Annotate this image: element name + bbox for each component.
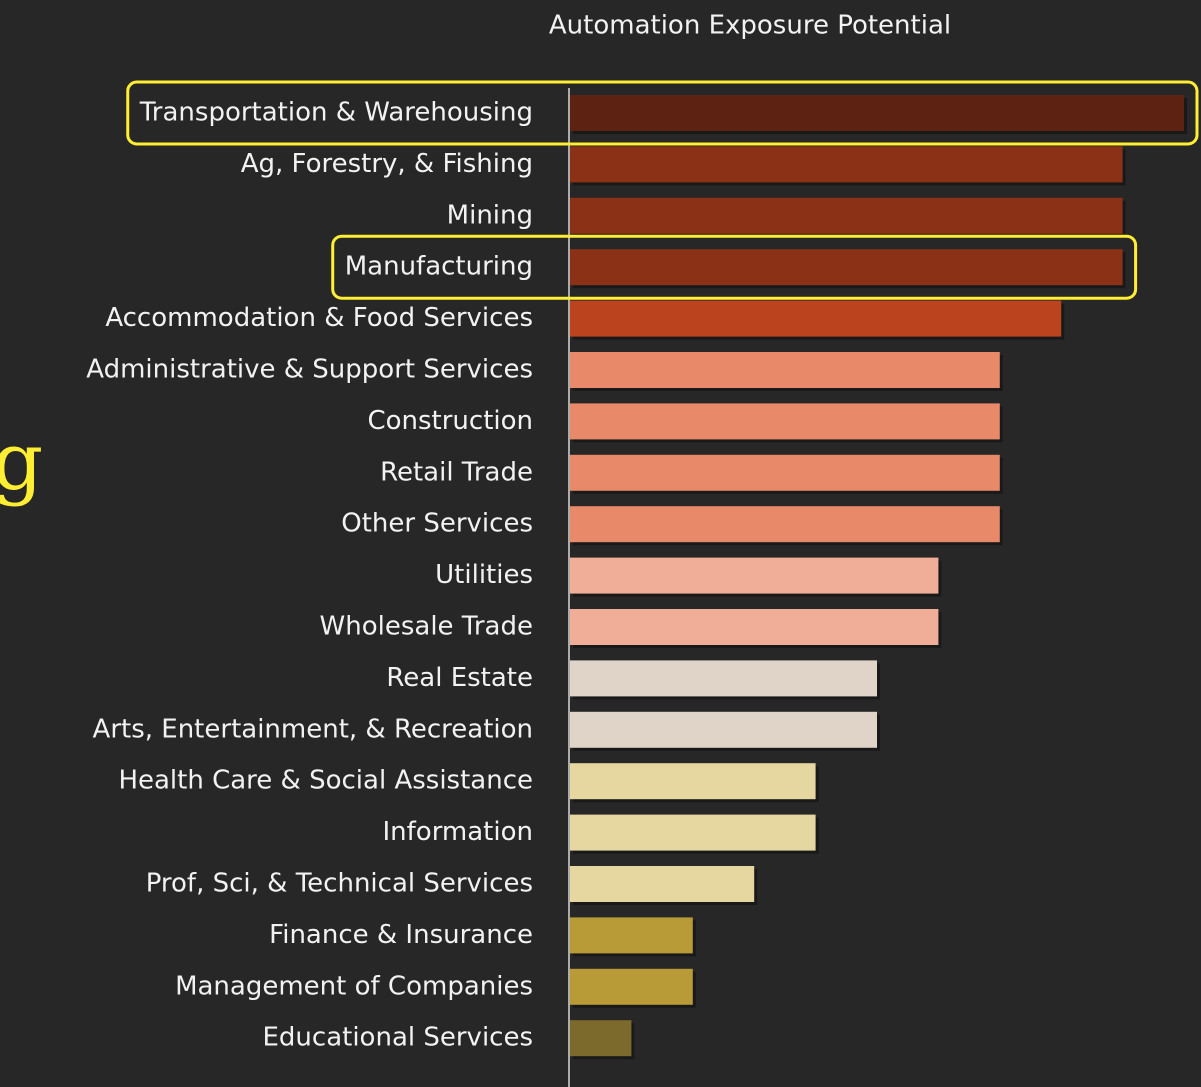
bar	[570, 454, 1000, 491]
bar	[570, 557, 939, 594]
category-label: Real Estate	[386, 663, 533, 693]
category-label: Information	[382, 817, 533, 847]
category-label: Mining	[447, 200, 533, 230]
bar	[570, 609, 939, 645]
bar	[570, 506, 1000, 543]
category-label: Prof, Sci, & Technical Services	[146, 869, 533, 899]
category-label: Ag, Forestry, & Fishing	[241, 149, 533, 179]
category-label: Finance & Insurance	[269, 920, 533, 950]
category-label: Health Care & Social Assistance	[118, 766, 533, 796]
bar	[570, 197, 1123, 234]
category-label: Administrative & Support Services	[86, 355, 533, 385]
side-text: g	[0, 415, 43, 508]
bar	[570, 711, 877, 748]
category-label: Transportation & Warehousing	[139, 98, 533, 128]
category-label: Manufacturing	[345, 252, 533, 282]
bar	[570, 763, 816, 800]
category-label: Other Services	[341, 509, 533, 539]
bar	[570, 95, 1184, 131]
bar	[570, 866, 755, 902]
bar	[570, 352, 1000, 388]
chart-title: Automation Exposure Potential	[549, 11, 951, 41]
highlight-box	[331, 234, 1138, 300]
category-label: Educational Services	[263, 1023, 534, 1053]
bar	[570, 814, 816, 851]
category-label: Wholesale Trade	[320, 612, 533, 642]
bar	[570, 968, 693, 1005]
category-label: Construction	[367, 406, 533, 436]
category-label: Retail Trade	[380, 457, 533, 487]
category-label: Utilities	[435, 560, 533, 590]
bar	[570, 1020, 632, 1057]
bar	[570, 403, 1000, 440]
bar	[570, 146, 1123, 183]
highlight-box	[126, 80, 1199, 146]
bar	[570, 300, 1062, 337]
category-label: Arts, Entertainment, & Recreation	[93, 714, 533, 744]
bar	[570, 249, 1123, 286]
category-label: Accommodation & Food Services	[105, 303, 533, 333]
category-label: Management of Companies	[175, 971, 533, 1001]
bar	[570, 917, 693, 954]
bar	[570, 660, 877, 697]
